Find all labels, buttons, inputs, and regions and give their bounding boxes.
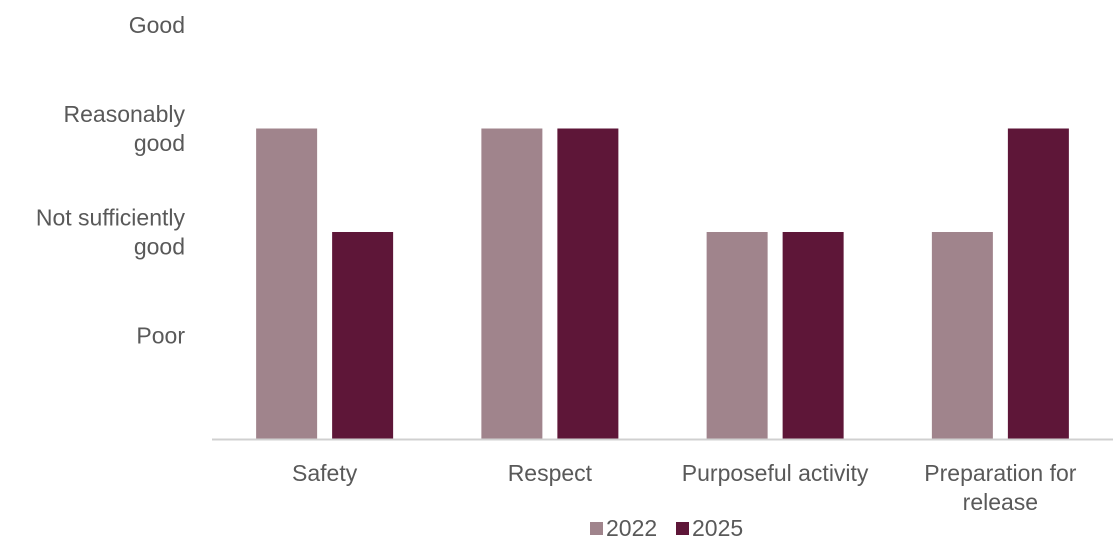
- bars-group: [256, 128, 1069, 439]
- x-tick-label: Respect: [508, 460, 593, 486]
- legend: 2022 2025: [590, 515, 743, 541]
- bar-2022-preparation-for-release: [931, 232, 993, 439]
- bar-2025-respect: [557, 128, 619, 439]
- y-tick-label: Good: [129, 12, 185, 38]
- bar-2025-safety: [332, 232, 394, 439]
- y-tick-label: good: [134, 130, 185, 156]
- bar-2025-purposeful-activity: [782, 232, 844, 439]
- legend-label-2022: 2022: [606, 515, 657, 541]
- y-tick-label: Reasonably: [64, 101, 186, 127]
- bar-2025-preparation-for-release: [1007, 128, 1069, 439]
- x-tick-label: Purposeful activity: [682, 460, 869, 486]
- bar-2022-safety: [256, 128, 318, 439]
- bar-2022-respect: [481, 128, 543, 439]
- y-tick-label: Not sufficiently: [36, 205, 186, 231]
- x-tick-label: Safety: [292, 460, 358, 486]
- legend-swatch-2025: [676, 522, 689, 535]
- x-axis-tick-labels: Safety Respect Purposeful activity Preparat…: [292, 460, 1077, 515]
- y-tick-label: Poor: [136, 323, 185, 349]
- legend-label-2025: 2025: [692, 515, 743, 541]
- x-tick-label: release: [963, 489, 1038, 515]
- y-tick-label: good: [134, 234, 185, 260]
- bar-2022-purposeful-activity: [706, 232, 768, 439]
- legend-swatch-2022: [590, 522, 603, 535]
- y-axis-tick-labels: Poor Not sufficiently good Reasonably good Go…: [36, 12, 186, 349]
- x-tick-label: Preparation for: [924, 460, 1076, 486]
